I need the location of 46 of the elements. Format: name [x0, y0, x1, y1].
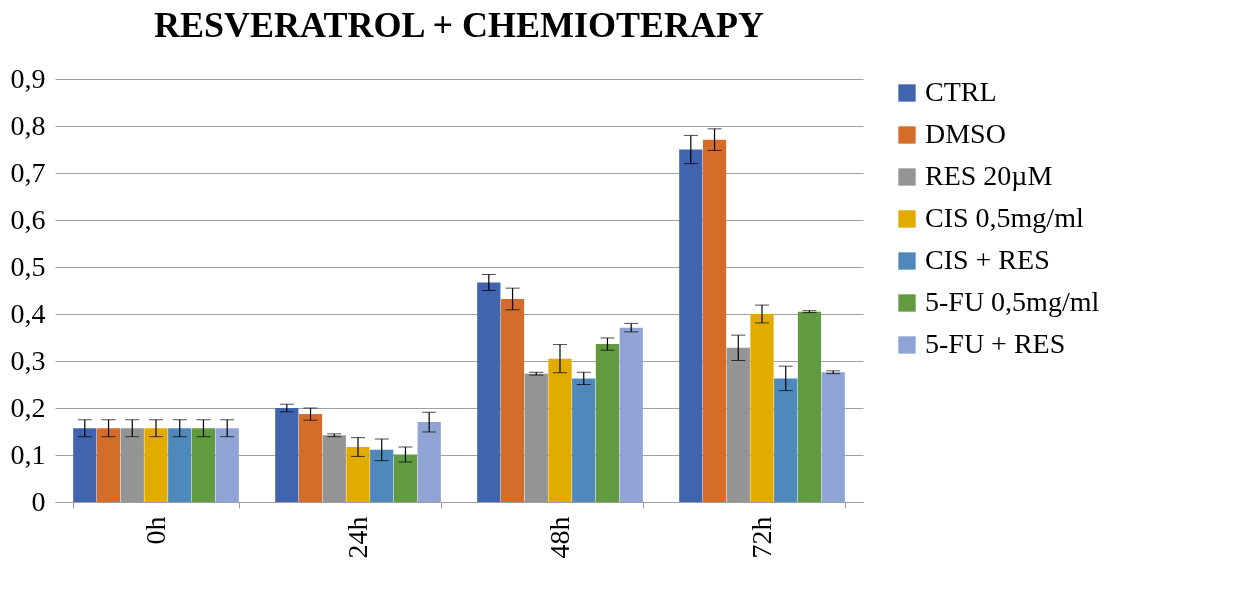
legend-label: CTRL — [925, 76, 997, 107]
bar — [477, 282, 501, 502]
bar — [298, 414, 323, 502]
y-tick-label: 0 — [31, 485, 46, 517]
y-tick-label: 0,4 — [10, 297, 46, 329]
bar — [595, 344, 620, 502]
y-tick-label: 0,1 — [10, 438, 46, 470]
y-tick-label: 0,9 — [10, 62, 46, 94]
bar — [750, 314, 774, 502]
bar — [96, 428, 121, 502]
chart-title: RESVERATROL + CHEMIOTERAPY — [154, 5, 764, 45]
legend-label: CIS 0,5mg/ml — [925, 202, 1084, 233]
x-tick-label: 48h — [543, 516, 575, 559]
bar — [73, 428, 97, 502]
bar — [619, 327, 643, 502]
bar — [572, 378, 596, 502]
y-tick-label: 0,2 — [10, 391, 46, 423]
bar — [702, 139, 727, 502]
y-tick-label: 0,3 — [10, 344, 46, 376]
bar — [417, 422, 441, 502]
bar — [500, 298, 525, 502]
legend-label: 5-FU 0,5mg/ml — [925, 286, 1100, 317]
y-tick-label: 0,8 — [10, 109, 46, 141]
bar — [275, 408, 299, 502]
bar — [548, 358, 572, 502]
y-tick-label: 0,5 — [10, 250, 46, 282]
bar — [144, 428, 168, 502]
bar — [679, 149, 703, 502]
bar — [797, 311, 822, 502]
legend-label: 5-FU + RES — [925, 328, 1066, 359]
y-tick-label: 0,6 — [10, 203, 46, 235]
x-tick-label: 24h — [341, 516, 373, 559]
bar — [168, 428, 192, 502]
bar — [370, 449, 394, 502]
legend-label: RES 20µM — [925, 160, 1053, 191]
bar — [774, 378, 798, 502]
x-tick-label: 0h — [139, 516, 171, 545]
bar — [821, 372, 845, 502]
bar — [393, 454, 418, 502]
legend-label: CIS + RES — [925, 244, 1050, 275]
legend-label: DMSO — [925, 118, 1006, 149]
bar — [215, 428, 239, 502]
y-tick-label: 0,7 — [10, 156, 46, 188]
bar — [191, 428, 216, 502]
bar — [346, 447, 370, 502]
x-tick-label: 72h — [745, 516, 777, 559]
